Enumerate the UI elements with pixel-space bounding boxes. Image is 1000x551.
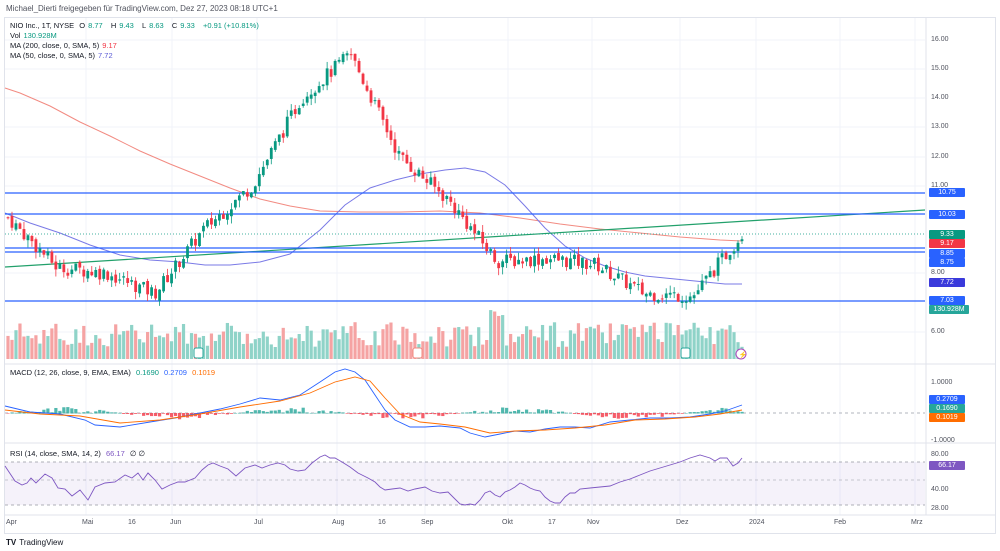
- time-tick: 2024: [749, 519, 765, 526]
- macd-line: [4, 368, 743, 438]
- price-tick: 16.00: [931, 36, 949, 43]
- ma200-tag: 9.17: [929, 239, 965, 248]
- price-tick: 11.00: [931, 182, 948, 189]
- candlesticks: [6, 48, 744, 310]
- ma50-legend[interactable]: MA (50, close, 0, SMA, 5) 7.72: [10, 51, 113, 60]
- volume-bars: [6, 310, 744, 359]
- price-tick: 14.00: [931, 94, 949, 101]
- attribution: Michael_Dierti freigegeben für TradingVi…: [6, 4, 278, 13]
- earnings-marker[interactable]: [680, 347, 691, 359]
- price-tick: 12.00: [931, 153, 949, 160]
- rsi-tick: 40.00: [931, 486, 949, 493]
- time-tick: Jul: [254, 519, 263, 526]
- split-event-icon[interactable]: ⚡: [735, 348, 748, 360]
- time-tick: 17: [548, 519, 556, 526]
- price-tick: 13.00: [931, 123, 949, 130]
- volume-legend[interactable]: Vol 130.928M: [10, 31, 57, 40]
- hist-tag: 0.1019: [929, 413, 965, 422]
- level-tag: 7.03: [929, 296, 965, 305]
- time-tick: Aug: [332, 519, 345, 526]
- level-tag: 10.75: [929, 188, 965, 197]
- price-tick: 8.00: [931, 269, 945, 276]
- time-tick: Dez: [676, 519, 689, 526]
- macd-tick: -1.0000: [931, 437, 955, 444]
- rsi-legend[interactable]: RSI (14, close, SMA, 14, 2) 66.17 ∅ ∅: [10, 449, 145, 458]
- level-tag: 10.03: [929, 210, 965, 219]
- signal-tag: 0.2709: [929, 395, 965, 404]
- time-tick: 16: [128, 519, 136, 526]
- time-tick: Sep: [421, 519, 434, 526]
- time-tick: Nov: [587, 519, 600, 526]
- time-tick: Mrz: [911, 519, 923, 526]
- symbol-legend[interactable]: NIO Inc., 1T, NYSE O 8.77 H 9.43 L 8.63 C 9.…: [10, 21, 259, 30]
- svg-text:⚡: ⚡: [739, 350, 748, 359]
- tv-logo-icon: TV: [6, 538, 17, 547]
- time-tick: Feb: [834, 519, 847, 526]
- macd-tick: 1.0000: [931, 379, 953, 386]
- level-tag: 8.85: [929, 249, 965, 258]
- macd-histogram: [6, 407, 744, 420]
- time-tick: 16: [378, 519, 386, 526]
- earnings-marker[interactable]: [193, 347, 204, 359]
- chart-frame: [4, 17, 996, 534]
- rsi-tag: 66.17: [929, 461, 965, 470]
- rsi-tick: 28.00: [931, 505, 949, 512]
- volume-tag: 130.928M: [929, 305, 969, 314]
- time-tick: Okt: [502, 519, 513, 526]
- time-tick: Apr: [6, 519, 17, 526]
- tradingview-logo[interactable]: TV TradingView: [6, 538, 64, 547]
- ma200-line: [4, 87, 743, 242]
- rsi-band: [5, 462, 925, 505]
- earnings-marker[interactable]: [412, 347, 423, 359]
- time-tick: Mai: [82, 519, 94, 526]
- ma50-line: [4, 167, 742, 285]
- grid: [5, 18, 925, 515]
- rsi-tick: 80.00: [931, 451, 949, 458]
- time-tick: Jun: [170, 519, 182, 526]
- horizontal-levels[interactable]: [5, 192, 925, 302]
- last-price-tag: 9.33: [929, 230, 965, 239]
- ma200-legend[interactable]: MA (200, close, 0, SMA, 5) 9.17: [10, 41, 117, 50]
- rsi-line: [4, 454, 743, 506]
- macd-tag: 0.1690: [929, 404, 965, 413]
- change-value: +0.91 (+10.81%): [202, 21, 259, 30]
- price-tick: 15.00: [931, 65, 949, 72]
- price-tick: 6.00: [931, 328, 945, 335]
- macd-legend[interactable]: MACD (12, 26, close, 9, EMA, EMA) 0.1690…: [10, 368, 216, 377]
- signal-line: [4, 376, 743, 434]
- ma50-tag: 7.72: [929, 278, 965, 287]
- trendline[interactable]: [4, 209, 926, 268]
- level-tag: 8.75: [929, 258, 965, 267]
